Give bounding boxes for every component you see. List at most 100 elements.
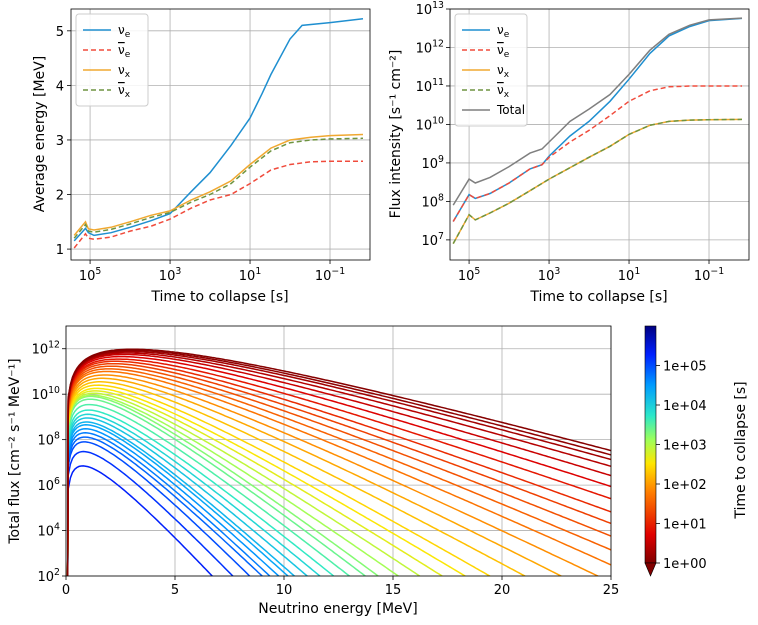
flux-intensity-x-tick-label: 101: [618, 266, 641, 284]
flux-intensity-y-tick-label: 1012: [416, 38, 444, 56]
spectra-y-tick-label: 1010: [32, 385, 60, 403]
spectrum-line: [66, 394, 400, 576]
spectrum-line: [66, 349, 611, 576]
average-energy-x-tick-label: 103: [159, 266, 182, 284]
colorbar-label: Time to collapse [s]: [733, 381, 749, 519]
average-energy-y-ticks: 1 2 3 4 5: [56, 25, 71, 258]
colorbar-tick-label: 1e+01: [663, 518, 707, 533]
flux-intensity-legend-entry: νe: [497, 23, 510, 40]
flux-intensity-series-line: [452, 118, 743, 244]
spectra-x-tick-label: 10: [276, 583, 293, 598]
flux-intensity-legend-entry: νe: [497, 43, 510, 60]
flux-intensity-legend-entry: νx: [497, 63, 510, 80]
average-energy-chart: 105 103 101 10−1 1 2 3 4 5 Time to collapse [s]…: [32, 8, 371, 305]
flux-intensity-legend-box: [454, 13, 528, 127]
spectrum-line: [66, 381, 527, 576]
spectrum-line: [66, 348, 611, 576]
colorbar-gradient: [644, 325, 657, 564]
flux-intensity-y-tick-label: 1011: [416, 77, 444, 95]
flux-intensity-x-tick-label: 103: [538, 266, 561, 284]
average-energy-y-label: Average energy [MeV]: [32, 56, 48, 212]
average-energy-legend-entry: νe: [118, 23, 131, 40]
spectrum-line: [66, 355, 611, 576]
spectra-y-tick-label: 104: [38, 522, 61, 540]
flux-intensity-x-ticks: 105 103 101 10−1: [458, 260, 724, 284]
flux-intensity-legend-entry: νx: [497, 83, 510, 100]
spectrum-line: [66, 398, 367, 576]
colorbar-tick-label: 1e+03: [663, 439, 707, 454]
spectrum-line: [66, 421, 296, 576]
average-energy-series-line: [73, 160, 363, 249]
colorbar: 1e+05 1e+04 1e+03 1e+02 1e+01 1e+00 Time to c…: [644, 325, 749, 577]
flux-intensity-x-label: Time to collapse [s]: [529, 289, 667, 305]
flux-intensity-x-tick-label: 105: [458, 266, 481, 284]
spectrum-line: [66, 370, 611, 576]
spectrum-line: [66, 450, 234, 576]
average-energy-legend: νe νe νx νx: [75, 13, 149, 107]
spectrum-line: [66, 390, 444, 576]
flux-intensity-legend-entry: Total: [496, 103, 525, 117]
average-energy-legend-entry: νx: [118, 63, 131, 80]
flux-intensity-x-tick-label: 10−1: [694, 266, 724, 284]
average-energy-x-tick-label: 101: [239, 266, 262, 284]
spectrum-line: [66, 360, 611, 576]
average-energy-series: [73, 18, 364, 249]
spectrum-line: [66, 395, 380, 576]
colorbar-tick-label: 1e+00: [663, 557, 707, 572]
spectrum-line: [66, 374, 600, 576]
average-energy-legend-box: [75, 13, 149, 107]
average-energy-y-tick-label: 4: [56, 79, 64, 94]
flux-intensity-y-tick-label: 1013: [416, 0, 444, 18]
spectra-x-label: Neutrino energy [MeV]: [258, 601, 417, 617]
spectrum-line: [66, 403, 351, 576]
flux-intensity-chart: 105 103 101 10−1 1071081091010101110121013 …: [388, 0, 750, 305]
spectrum-line: [66, 377, 563, 576]
flux-intensity-y-tick-label: 109: [422, 154, 445, 172]
spectrum-line: [66, 409, 335, 576]
spectrum-line: [66, 362, 611, 576]
spectra-x-tick-label: 25: [603, 583, 620, 598]
spectrum-line: [66, 365, 611, 576]
average-energy-x-ticks: 105 103 101 10−1: [79, 260, 345, 284]
flux-intensity-y-label: Flux intensity [s⁻¹ cm⁻²]: [388, 50, 404, 219]
spectra-x-ticks: 0 5 10 15 20 25: [62, 576, 619, 598]
spectra-x-tick-label: 15: [385, 583, 402, 598]
colorbar-ticks: 1e+05 1e+04 1e+03 1e+02 1e+01 1e+00: [656, 360, 707, 572]
flux-intensity-series-line: [452, 85, 742, 222]
spectrum-line: [66, 352, 611, 576]
spectrum-line: [66, 432, 271, 576]
average-energy-y-tick-label: 2: [56, 189, 64, 204]
spectra-y-tick-label: 106: [38, 476, 61, 494]
average-energy-series-line: [73, 137, 364, 239]
spectra-y-tick-label: 102: [38, 567, 61, 585]
spectra-y-tick-label: 1012: [32, 340, 60, 358]
spectrum-line: [66, 441, 251, 576]
spectrum-line: [66, 387, 467, 576]
spectra-x-tick-label: 5: [171, 583, 179, 598]
spectra-chart: 0 5 10 15 20 25 102 104 106 108 1010 1012 Neutrino…: [7, 325, 619, 617]
spectra-y-label: Total flux [cm⁻² s⁻¹ MeV⁻¹]: [7, 358, 23, 544]
average-energy-y-tick-label: 5: [56, 25, 64, 40]
average-energy-legend-entry: νe: [118, 43, 131, 60]
spectra-y-tick-label: 108: [38, 431, 61, 449]
average-energy-legend-entry: νx: [118, 83, 131, 100]
spectrum-line: [66, 417, 309, 576]
colorbar-tick-label: 1e+05: [663, 360, 707, 375]
spectrum-line: [66, 413, 322, 576]
average-energy-x-tick-label: 10−1: [315, 266, 345, 284]
spectrum-line: [66, 353, 611, 576]
flux-intensity-y-tick-label: 107: [422, 231, 445, 249]
flux-intensity-y-tick-label: 108: [422, 192, 445, 210]
spectrum-line: [66, 428, 280, 576]
flux-intensity-series-line: [452, 118, 743, 244]
flux-intensity-axes-frame: [449, 8, 750, 261]
flux-intensity-series-line: [452, 17, 743, 206]
average-energy-series-line: [73, 18, 364, 242]
spectra-x-tick-label: 0: [62, 583, 70, 598]
average-energy-y-tick-label: 3: [56, 134, 64, 149]
spectra-x-tick-label: 20: [494, 583, 511, 598]
average-energy-x-tick-label: 105: [79, 266, 102, 284]
spectrum-line: [66, 392, 422, 576]
average-energy-x-label: Time to collapse [s]: [150, 289, 288, 305]
